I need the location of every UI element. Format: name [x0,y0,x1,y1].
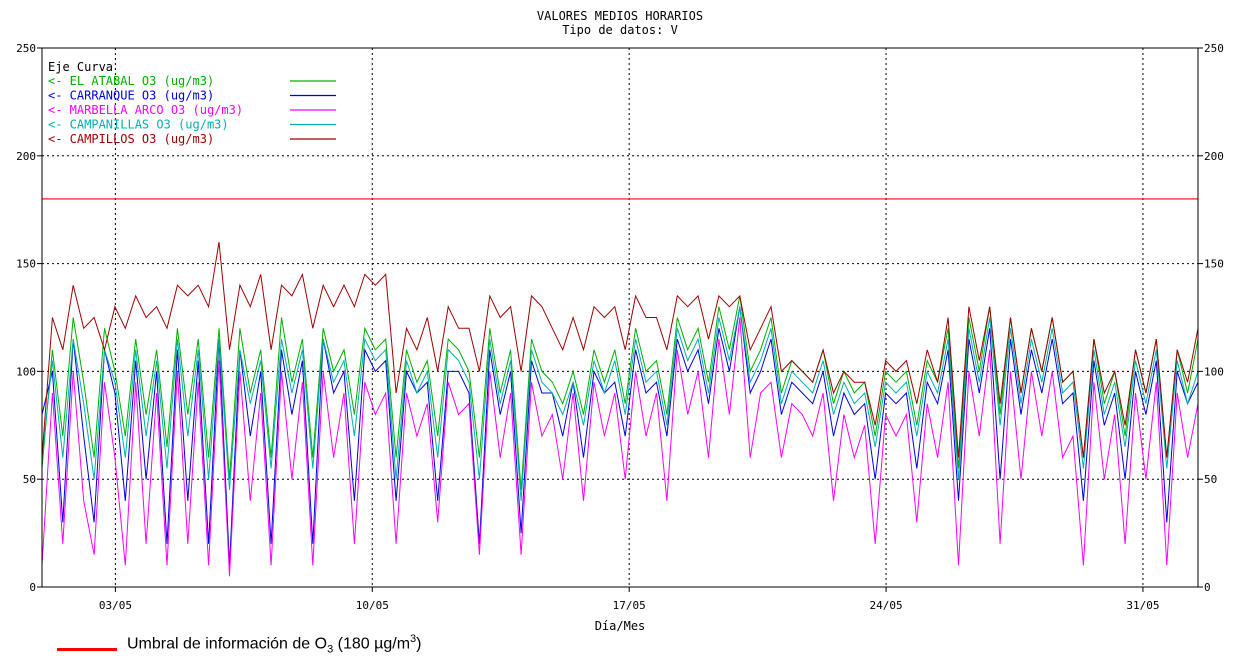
chart-title: VALORES MEDIOS HORARIOS [537,9,703,23]
y-tick-label-right: 100 [1204,365,1224,378]
legend: Eje Curva <- EL ATABAL O3 (ug/m3)<- CARR… [48,60,336,146]
y-tick-label-left: 50 [23,473,36,486]
y-tick-label-left: 250 [16,42,36,55]
x-axis-label: Día/Mes [595,619,646,632]
x-tick-label: 24/05 [870,599,903,612]
chart-subtitle: Tipo de datos: V [562,23,678,37]
y-tick-label-right: 150 [1204,258,1224,271]
y-tick-label-left: 100 [16,365,36,378]
legend-label-3: <- MARBELLA ARCO O3 (ug/m3) [48,103,243,117]
y-tick-label-left: 200 [16,150,36,163]
series-line-4 [41,306,1199,501]
series-line-2 [41,306,1199,566]
threshold-swatch [57,647,117,651]
y-tick-label-right: 250 [1204,42,1224,55]
y-tick-label-left: 0 [29,581,36,594]
legend-label-2: <- CARRANQUE O3 (ug/m3) [48,89,214,103]
x-tick-label: 10/05 [356,599,389,612]
series-line-1 [41,295,1199,491]
plot-frame [41,47,1199,588]
series-line-5 [41,241,1199,458]
series-group [41,241,1199,577]
series-line-3 [41,317,1199,577]
x-tick-label: 17/05 [613,599,646,612]
y-tick-label-right: 50 [1204,473,1217,486]
chart: VALORES MEDIOS HORARIOS Tipo de datos: V… [16,9,1224,632]
legend-label-4: <- CAMPANILLAS O3 (ug/m3) [48,118,229,132]
x-tick-label: 03/05 [99,599,132,612]
threshold-footnote: Umbral de información de O3 (180 µg/m3) [57,632,421,656]
legend-label-5: <- CAMPILLOS O3 (ug/m3) [48,132,214,146]
y-tick-label-right: 200 [1204,150,1224,163]
x-tick-label: 31/05 [1126,599,1159,612]
y-tick-label-right: 0 [1204,581,1211,594]
y-tick-label-left: 150 [16,258,36,271]
legend-label-1: <- EL ATABAL O3 (ug/m3) [48,74,214,88]
axes: 0 0 50 50 100 100 150 150 200 200 250 250 03/05 10/05… [16,42,1224,612]
threshold-label: Umbral de información de O3 (180 µg/m3) [127,632,422,656]
legend-header: Eje Curva [48,60,113,74]
